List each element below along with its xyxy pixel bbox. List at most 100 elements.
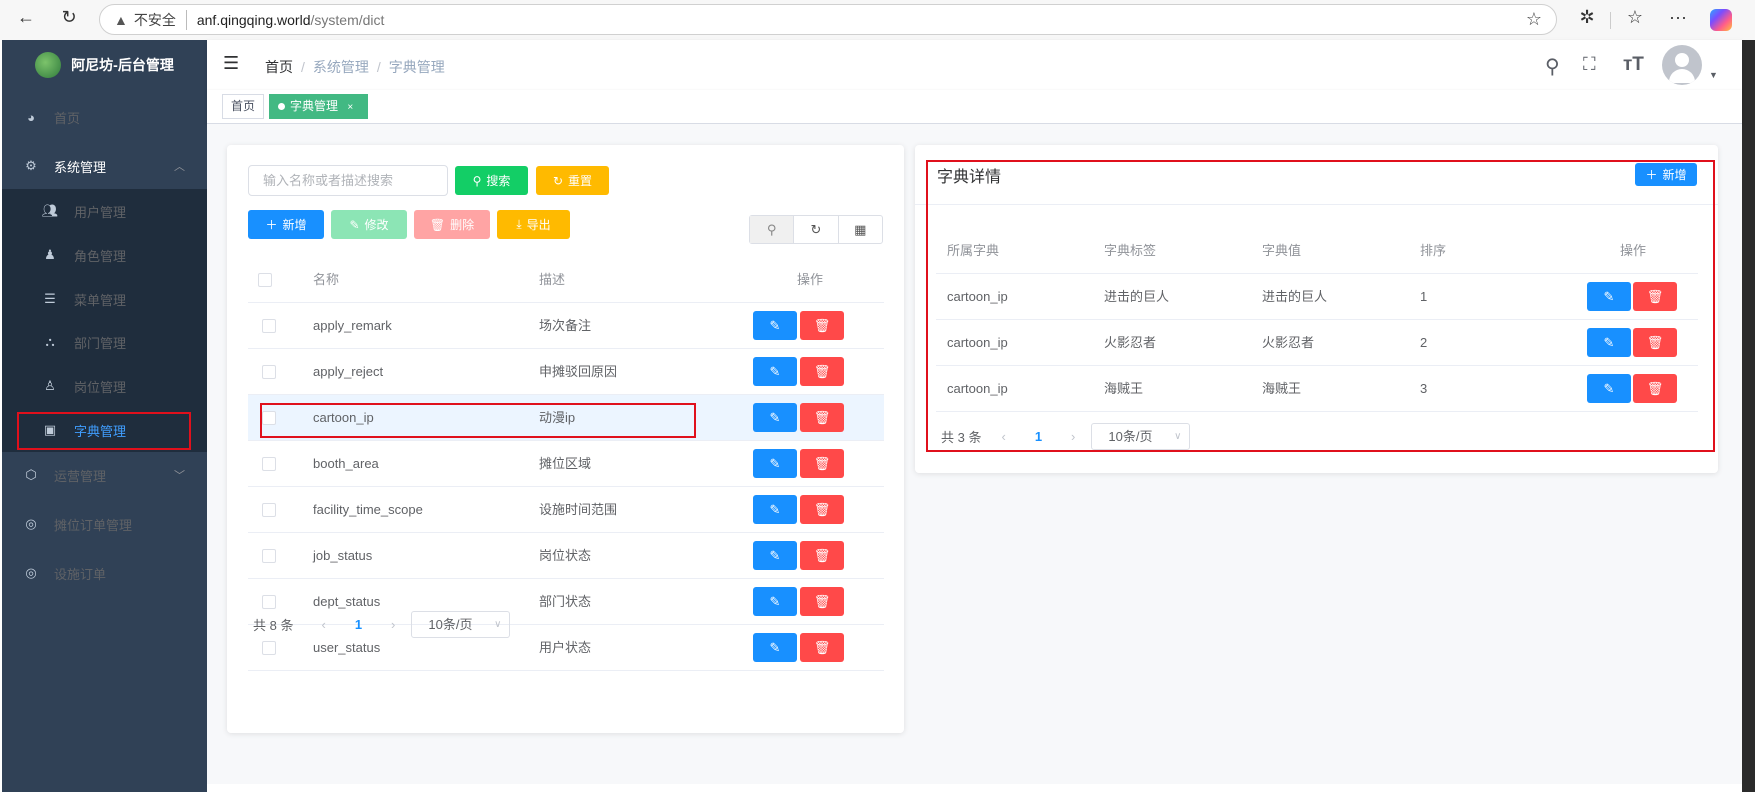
reload-icon[interactable]: ↻ <box>61 7 77 27</box>
row-delete-button[interactable]: 🗑︎ <box>800 495 844 524</box>
next-page-icon[interactable]: › <box>391 617 396 632</box>
favorites-icon[interactable]: ☆ <box>1626 7 1644 27</box>
table-row[interactable]: user_status 用户状态 ✎ 🗑︎ <box>248 625 884 671</box>
sidebar-logo[interactable]: 阿尼坊-后台管理 <box>2 40 207 90</box>
row-edit-button[interactable]: ✎ <box>753 541 797 570</box>
breadcrumb-home[interactable]: 首页 <box>265 59 293 75</box>
extensions-icon[interactable]: ✲ <box>1579 7 1595 27</box>
row-checkbox[interactable] <box>262 641 276 655</box>
table-row[interactable]: facility_time_scope 设施时间范围 ✎ 🗑︎ <box>248 487 884 533</box>
table-row[interactable]: apply_remark 场次备注 ✎ 🗑︎ <box>248 303 884 349</box>
row-edit-button[interactable]: ✎ <box>753 449 797 478</box>
copilot-icon[interactable] <box>1710 9 1732 31</box>
sidebar-item-system[interactable]: ⚙ 系统管理 ︿ <box>2 141 207 191</box>
table-row[interactable]: job_status 岗位状态 ✎ 🗑︎ <box>248 533 884 579</box>
row-edit-button[interactable]: ✎ <box>753 357 797 386</box>
columns-icon[interactable]: ▦ <box>837 216 882 243</box>
page-size-select[interactable]: 10条/页 ∨ <box>411 611 511 638</box>
row-checkbox[interactable] <box>262 595 276 609</box>
tag-dict[interactable]: 字典管理 × <box>269 94 368 119</box>
table-tools: ⚲ ↻ ▦ <box>749 215 883 244</box>
prev-page-icon[interactable]: ‹ <box>1001 429 1006 444</box>
row-delete-button[interactable]: 🗑︎ <box>1633 374 1677 403</box>
column-header: 名称 <box>313 272 340 287</box>
row-checkbox[interactable] <box>262 319 276 333</box>
row-delete-button[interactable]: 🗑︎ <box>800 357 844 386</box>
row-edit-button[interactable]: ✎ <box>753 311 797 340</box>
sidebar-item-post[interactable]: ♙ 岗位管理 <box>2 364 207 408</box>
row-checkbox[interactable] <box>262 365 276 379</box>
avatar[interactable] <box>1662 45 1702 85</box>
select-all-checkbox[interactable] <box>258 273 272 287</box>
star-icon[interactable]: ☆ <box>1525 9 1542 29</box>
label: 首页 <box>54 110 81 126</box>
label: 10条/页 <box>428 617 473 632</box>
hamburger-icon[interactable]: ☰ <box>223 53 240 73</box>
row-delete-button[interactable]: 🗑︎ <box>1633 282 1677 311</box>
label: 删除 <box>450 218 475 232</box>
add-detail-button[interactable]: ＋ 新增 <box>1635 163 1697 186</box>
row-delete-button[interactable]: 🗑︎ <box>800 449 844 478</box>
row-edit-button[interactable]: ✎ <box>1587 282 1631 311</box>
row-delete-button[interactable]: 🗑︎ <box>800 403 844 432</box>
row-checkbox[interactable] <box>262 411 276 425</box>
row-delete-button[interactable]: 🗑︎ <box>800 587 844 616</box>
row-checkbox[interactable] <box>262 503 276 517</box>
dict-name: apply_remark <box>313 318 392 333</box>
row-edit-button[interactable]: ✎ <box>753 633 797 662</box>
sidebar-item-role[interactable]: ♟ 角色管理 <box>2 233 207 277</box>
sidebar-item-facility-orders[interactable]: ◎ 设施订单 <box>2 548 207 598</box>
next-page-icon[interactable]: › <box>1071 429 1076 444</box>
row-edit-button[interactable]: ✎ <box>1587 328 1631 357</box>
sidebar-item-dept[interactable]: ⛬ 部门管理 <box>2 320 207 364</box>
search-button[interactable]: ⚲ 搜索 <box>455 166 528 195</box>
sidebar-item-operation[interactable]: ⬡ 运营管理 ﹀ <box>2 450 207 500</box>
row-edit-button[interactable]: ✎ <box>1587 374 1631 403</box>
row-edit-button[interactable]: ✎ <box>753 495 797 524</box>
page-size-select[interactable]: 10条/页 ∨ <box>1091 423 1191 450</box>
add-button[interactable]: ＋ 新增 <box>248 210 324 239</box>
row-checkbox[interactable] <box>262 549 276 563</box>
table-row[interactable]: cartoon_ip 动漫ip ✎ 🗑︎ <box>248 395 884 441</box>
sidebar-item-home[interactable]: ◕ 首页 <box>2 92 207 142</box>
row-delete-button[interactable]: 🗑︎ <box>800 633 844 662</box>
reset-button[interactable]: ↻ 重置 <box>536 166 609 195</box>
search-icon[interactable]: ⚲ <box>1545 56 1560 78</box>
prev-page-icon[interactable]: ‹ <box>321 617 326 632</box>
address-bar[interactable]: ▲ 不安全 anf.qingqing.world/system/dict ☆ <box>99 4 1557 35</box>
row-delete-button[interactable]: 🗑︎ <box>800 311 844 340</box>
search-input[interactable] <box>248 165 448 196</box>
gear-icon: ⚙ <box>25 158 37 173</box>
page-number[interactable]: 1 <box>354 617 363 632</box>
more-icon[interactable]: ··· <box>1669 7 1687 27</box>
dict-desc: 岗位状态 <box>539 548 592 563</box>
row-checkbox[interactable] <box>262 457 276 471</box>
fullscreen-icon[interactable]: ⛶ <box>1583 54 1596 74</box>
pagination: 共 3 条 ‹ 1 › 10条/页 ∨ <box>941 423 1191 450</box>
sidebar-item-booth-orders[interactable]: ◎ 摊位订单管理 <box>2 499 207 549</box>
row-edit-button[interactable]: ✎ <box>753 403 797 432</box>
row-delete-button[interactable]: 🗑︎ <box>1633 328 1677 357</box>
caret-down-icon[interactable]: ▼ <box>1709 70 1718 80</box>
table-row[interactable]: booth_area 摊位区域 ✎ 🗑︎ <box>248 441 884 487</box>
sidebar-item-user[interactable]: 👥︎ 用户管理 <box>2 189 207 233</box>
page-number[interactable]: 1 <box>1034 429 1043 444</box>
card-title: 字典详情 <box>937 169 1002 186</box>
export-button[interactable]: ⤓ 导出 <box>497 210 570 239</box>
row-delete-button[interactable]: 🗑︎ <box>800 541 844 570</box>
row-edit-button[interactable]: ✎ <box>753 587 797 616</box>
back-icon[interactable]: ← <box>17 7 35 27</box>
delete-button[interactable]: 🗑︎ 删除 <box>414 210 490 239</box>
font-size-icon[interactable]: ᴛT <box>1623 54 1644 75</box>
dict-label: 火影忍者 <box>1104 335 1157 350</box>
close-icon[interactable]: × <box>347 102 354 113</box>
table-row[interactable]: dept_status 部门状态 ✎ 🗑︎ <box>248 579 884 625</box>
browser-toolbar: ← ↻ ▲ 不安全 anf.qingqing.world/system/dict… <box>0 0 1755 40</box>
tag-home[interactable]: 首页 <box>222 94 265 119</box>
table-row[interactable]: apply_reject 申摊驳回原因 ✎ 🗑︎ <box>248 349 884 395</box>
sidebar-item-dict[interactable]: ▣ 字典管理 <box>2 408 207 452</box>
toggle-search-icon[interactable]: ⚲ <box>750 216 794 243</box>
sidebar-item-menu[interactable]: ☰ 菜单管理 <box>2 277 207 321</box>
refresh-icon[interactable]: ↻ <box>793 216 837 243</box>
edit-button[interactable]: ✎ 修改 <box>331 210 407 239</box>
